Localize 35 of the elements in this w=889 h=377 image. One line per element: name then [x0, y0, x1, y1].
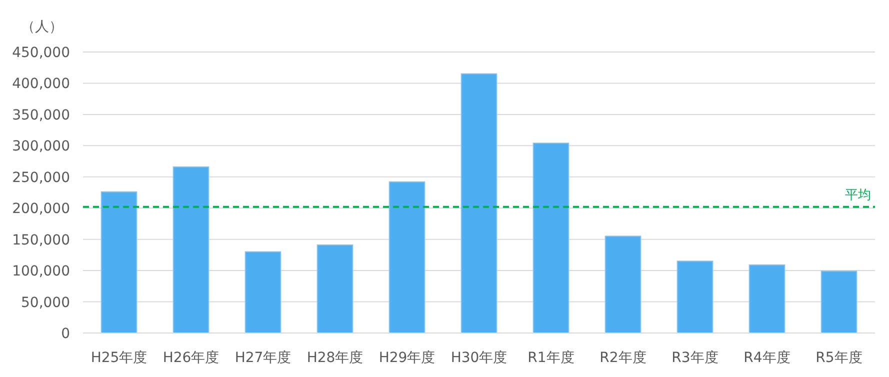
y-tick-label: 350,000 — [12, 107, 70, 124]
bar — [532, 142, 570, 334]
bar — [748, 264, 786, 334]
x-tick-label: H27年度 — [234, 350, 292, 366]
x-tick-label: R1年度 — [528, 350, 574, 366]
x-tick-label: H25年度 — [90, 350, 148, 366]
y-axis-title: （人） — [21, 19, 63, 35]
bar — [244, 251, 282, 334]
y-tick-label: 200,000 — [12, 201, 70, 218]
x-tick-label: H26年度 — [162, 350, 220, 366]
y-tick-label: 400,000 — [12, 76, 70, 92]
y-tick-label: 450,000 — [12, 45, 70, 61]
ref-line-label: 平均 — [845, 188, 871, 203]
y-tick-label: 250,000 — [12, 170, 70, 186]
y-tick-label: 0 — [61, 326, 70, 342]
bar — [388, 181, 426, 334]
bar — [100, 191, 138, 334]
ref-line: 平均 — [83, 188, 875, 208]
bar — [316, 244, 354, 334]
bar — [172, 166, 210, 334]
x-tick-label: R5年度 — [816, 350, 862, 366]
y-tick-label: 150,000 — [12, 232, 70, 248]
bar — [460, 73, 498, 334]
y-tick-label: 50,000 — [21, 294, 70, 311]
x-tick-label: H28年度 — [306, 350, 364, 366]
y-tick-label: 300,000 — [12, 138, 70, 155]
x-tick-label: H29年度 — [378, 350, 436, 366]
bar — [604, 236, 642, 334]
bar — [676, 260, 714, 334]
bar — [820, 270, 858, 334]
x-tick-label: R2年度 — [600, 350, 646, 366]
x-tick-label: R3年度 — [672, 350, 718, 366]
x-tick-label: H30年度 — [450, 350, 508, 366]
x-tick-label: R4年度 — [744, 350, 790, 366]
y-tick-label: 100,000 — [12, 264, 70, 280]
